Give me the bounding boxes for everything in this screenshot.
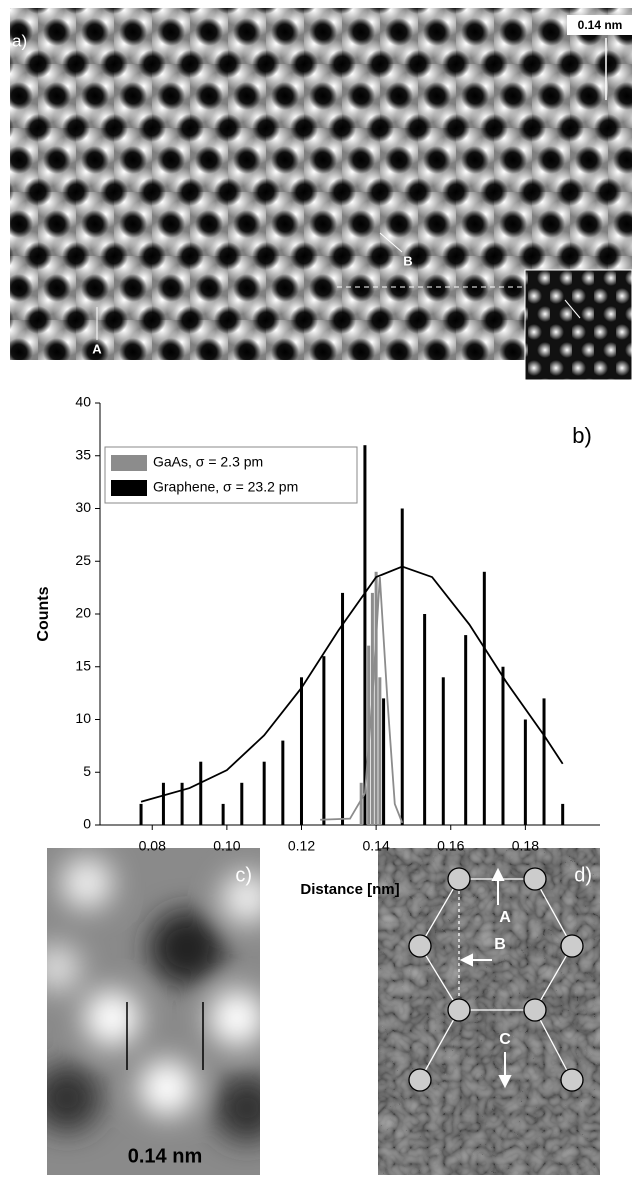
- atoms: [408, 867, 584, 1092]
- bar: [374, 571, 378, 825]
- bar: [240, 782, 244, 825]
- x-tick-label: 0.08: [139, 838, 166, 854]
- bar: [378, 677, 382, 825]
- bar: [482, 571, 486, 825]
- y-tick-label: 5: [83, 763, 91, 779]
- bar: [382, 698, 386, 825]
- bar: [262, 761, 266, 825]
- bar: [561, 803, 565, 825]
- panel-label: b): [572, 423, 592, 448]
- inset-pointer: [564, 299, 581, 319]
- y-tick-label: 35: [75, 446, 91, 462]
- legend-swatch: [111, 455, 147, 471]
- bar: [281, 740, 285, 825]
- bar: [423, 614, 427, 825]
- bar: [341, 592, 345, 825]
- x-tick-label: 0.16: [437, 838, 464, 854]
- bar: [501, 666, 505, 825]
- scale-bar-label: 0.14 nm: [578, 18, 623, 32]
- y-axis-title: Counts: [35, 586, 52, 641]
- bar: [400, 508, 404, 825]
- y-tick-label: 0: [83, 816, 91, 832]
- x-tick-label: 0.10: [213, 838, 240, 854]
- y-tick-label: 10: [75, 710, 91, 726]
- scale-bar-label: 0.14 nm: [128, 1145, 202, 1167]
- marker: C: [499, 1031, 511, 1048]
- bar: [359, 782, 363, 825]
- fit-curve: [320, 577, 404, 824]
- bar: [139, 803, 143, 825]
- x-tick-label: 0.12: [288, 838, 315, 854]
- panel-label: c): [235, 864, 252, 886]
- bar: [523, 719, 527, 825]
- legend-swatch: [111, 480, 147, 496]
- marker: B: [403, 253, 412, 268]
- legend-label: Graphene, σ = 23.2 pm: [153, 479, 298, 495]
- bar: [322, 656, 326, 825]
- x-tick-label: 0.18: [512, 838, 539, 854]
- bar: [441, 677, 445, 825]
- fit-curve: [140, 565, 564, 803]
- x-axis-title: Distance [nm]: [300, 881, 399, 898]
- bar: [299, 677, 303, 825]
- arrows: [459, 867, 512, 1089]
- panel-label: d): [574, 864, 592, 886]
- x-tick-label: 0.14: [362, 838, 389, 854]
- micrograph-c: [47, 848, 260, 1175]
- marker: A: [499, 909, 511, 926]
- panel-label: a): [12, 31, 27, 50]
- y-tick-label: 30: [75, 499, 91, 515]
- bar: [542, 698, 546, 825]
- marker-pointer: [379, 232, 403, 253]
- y-tick-label: 20: [75, 605, 91, 621]
- legend-label: GaAs, σ = 2.3 pm: [153, 454, 263, 470]
- bar: [199, 761, 203, 825]
- y-tick-label: 40: [75, 394, 91, 410]
- bar: [221, 803, 225, 825]
- marker: B: [494, 936, 506, 953]
- bar: [180, 782, 184, 825]
- marker: A: [92, 341, 102, 356]
- bar: [464, 635, 468, 825]
- bar: [161, 782, 165, 825]
- bar: [363, 445, 367, 825]
- y-tick-label: 25: [75, 552, 91, 568]
- y-tick-label: 15: [75, 657, 91, 673]
- inset: [524, 269, 632, 381]
- scale-bar-box: [567, 15, 632, 35]
- micrograph-d: [378, 848, 600, 1175]
